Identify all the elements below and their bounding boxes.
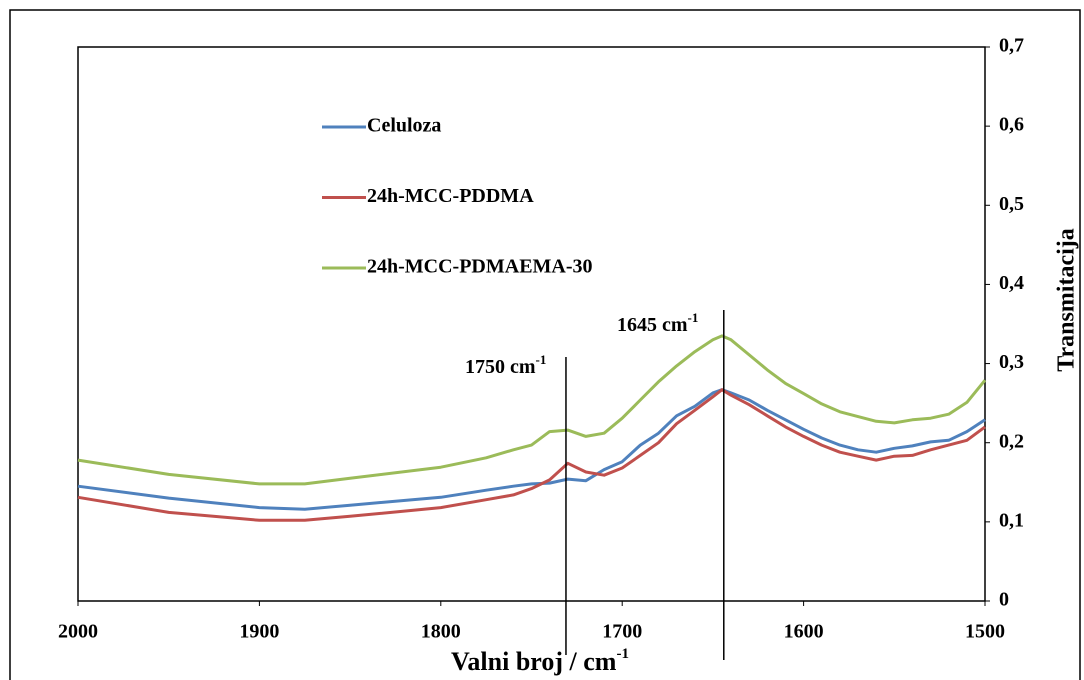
legend-label: Celuloza	[367, 115, 441, 137]
series-line	[77, 388, 986, 511]
series-line	[77, 334, 987, 486]
x-axis-title-text: Valni broj / cm	[451, 647, 617, 676]
chart-border	[9, 9, 1081, 680]
x-tick-label: 1800	[421, 621, 461, 643]
y-tick-label: 0,1	[999, 509, 1024, 531]
x-tick-label: 1600	[784, 621, 824, 643]
annotation-text: 1750 cm	[465, 356, 536, 378]
annotation-sup: -1	[536, 352, 547, 367]
legend-label: 24h-MCC-PDDMA	[367, 185, 534, 207]
y-tick-label: 0,4	[999, 272, 1024, 294]
y-tick-label: 0,5	[999, 193, 1024, 215]
annotation-text: 1645 cm	[617, 314, 688, 336]
y-tick-label: 0,7	[999, 35, 1024, 57]
x-axis-title-sup: -1	[616, 646, 629, 662]
legend-label: 24h-MCC-PDMAEMA-30	[367, 256, 593, 278]
y-tick-label: 0	[999, 589, 1009, 611]
x-tick-label: 2000	[58, 621, 98, 643]
x-tick-label: 1900	[239, 621, 279, 643]
x-tick-label: 1700	[602, 621, 642, 643]
y-tick-label: 0,3	[999, 351, 1024, 373]
annotation-sup: -1	[688, 310, 699, 325]
y-axis-title: Transmitacija	[1054, 228, 1080, 372]
y-tick-label: 0,2	[999, 430, 1024, 452]
annotation: 1750 cm-1	[465, 352, 546, 378]
series-line	[77, 388, 986, 522]
plot-area	[77, 46, 986, 602]
x-tick-label: 1500	[965, 621, 1005, 643]
annotation: 1645 cm-1	[617, 310, 698, 336]
x-axis-title: Valni broj / cm-1	[451, 646, 629, 676]
y-tick-label: 0,6	[999, 114, 1024, 136]
